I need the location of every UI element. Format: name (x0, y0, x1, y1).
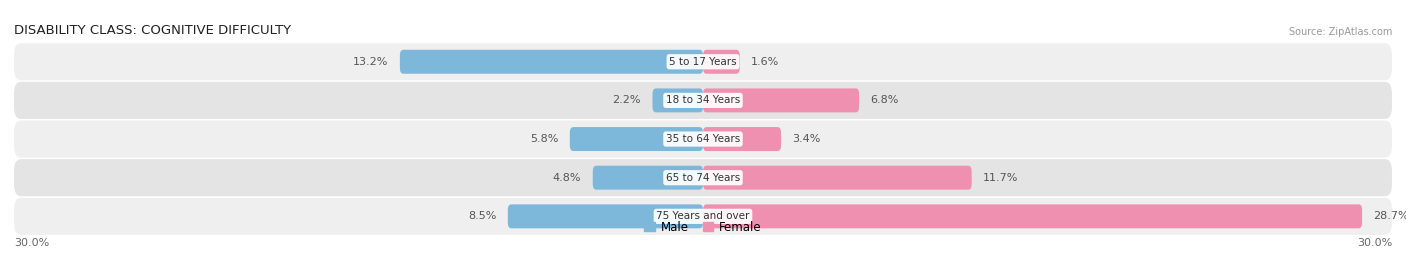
Text: Source: ZipAtlas.com: Source: ZipAtlas.com (1288, 28, 1392, 38)
Text: 3.4%: 3.4% (793, 134, 821, 144)
Text: 8.5%: 8.5% (468, 211, 496, 221)
FancyBboxPatch shape (14, 43, 1392, 80)
Text: 2.2%: 2.2% (613, 95, 641, 105)
Text: 13.2%: 13.2% (353, 57, 388, 67)
FancyBboxPatch shape (703, 166, 972, 190)
FancyBboxPatch shape (593, 166, 703, 190)
FancyBboxPatch shape (652, 88, 703, 112)
FancyBboxPatch shape (703, 127, 782, 151)
Text: DISABILITY CLASS: COGNITIVE DIFFICULTY: DISABILITY CLASS: COGNITIVE DIFFICULTY (14, 24, 291, 38)
Text: 4.8%: 4.8% (553, 173, 581, 183)
Text: 28.7%: 28.7% (1374, 211, 1406, 221)
Text: 5.8%: 5.8% (530, 134, 558, 144)
Text: 5 to 17 Years: 5 to 17 Years (669, 57, 737, 67)
FancyBboxPatch shape (508, 204, 703, 228)
FancyBboxPatch shape (14, 198, 1392, 235)
Text: 65 to 74 Years: 65 to 74 Years (666, 173, 740, 183)
FancyBboxPatch shape (399, 50, 703, 74)
FancyBboxPatch shape (14, 120, 1392, 158)
Legend: Male, Female: Male, Female (644, 221, 762, 234)
Text: 18 to 34 Years: 18 to 34 Years (666, 95, 740, 105)
Text: 75 Years and over: 75 Years and over (657, 211, 749, 221)
FancyBboxPatch shape (703, 50, 740, 74)
FancyBboxPatch shape (569, 127, 703, 151)
FancyBboxPatch shape (703, 204, 1362, 228)
Text: 11.7%: 11.7% (983, 173, 1018, 183)
Text: 35 to 64 Years: 35 to 64 Years (666, 134, 740, 144)
Text: 30.0%: 30.0% (14, 238, 49, 248)
Text: 1.6%: 1.6% (751, 57, 779, 67)
FancyBboxPatch shape (14, 82, 1392, 119)
Text: 30.0%: 30.0% (1357, 238, 1392, 248)
Text: 6.8%: 6.8% (870, 95, 898, 105)
FancyBboxPatch shape (14, 159, 1392, 196)
FancyBboxPatch shape (703, 88, 859, 112)
